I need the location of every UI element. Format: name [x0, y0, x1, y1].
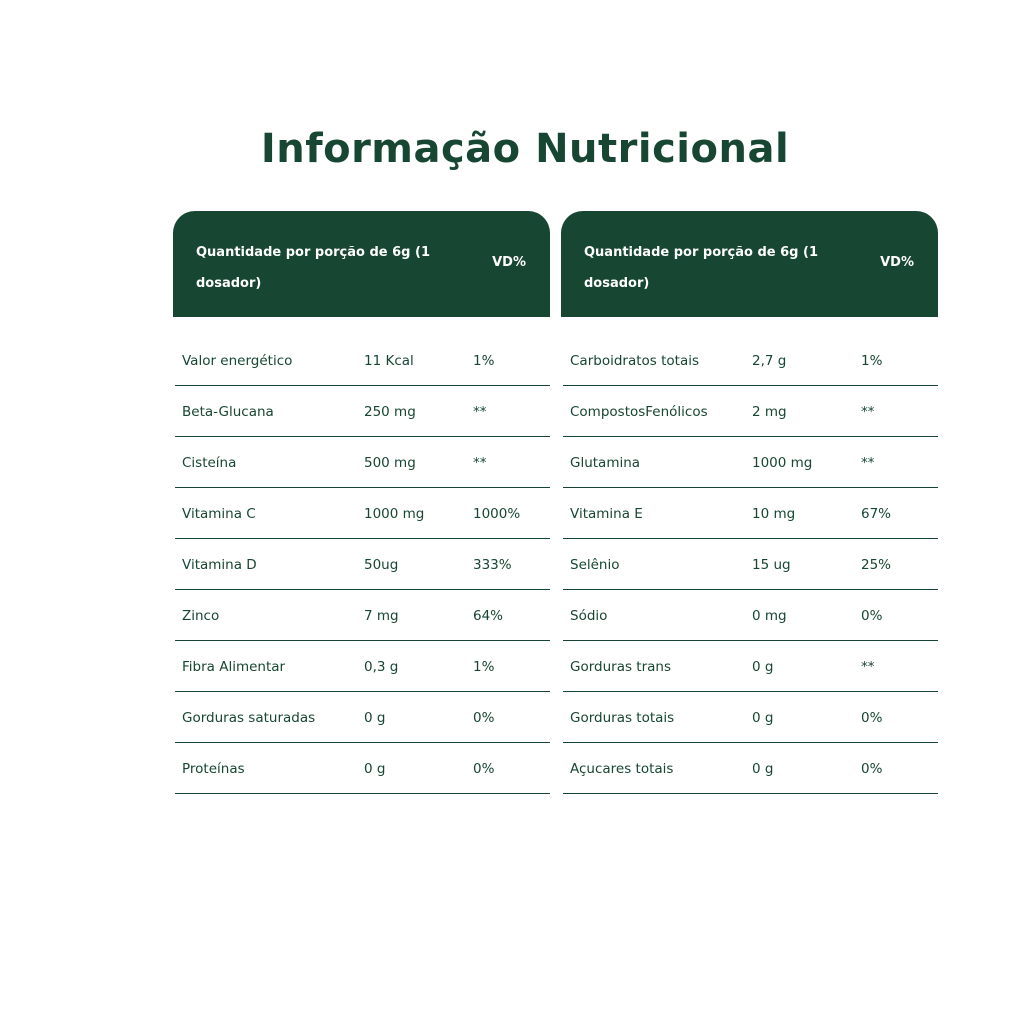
- daily-value: **: [861, 404, 875, 420]
- table-row: Gorduras saturadas 0 g 0%: [175, 692, 550, 743]
- nutrient: Valor energético: [182, 353, 293, 369]
- table-body: Valor energético 11 Kcal 1% Beta-Glucana 250…: [173, 335, 550, 794]
- amount: 500 mg: [364, 455, 416, 471]
- daily-value: 67%: [861, 506, 892, 522]
- amount: 11 Kcal: [364, 353, 414, 369]
- nutrition-table: Quantidade por porção de 6g (1 dosador) V…: [561, 211, 938, 794]
- daily-value: **: [473, 404, 487, 420]
- table-row: Cisteína 500 mg **: [175, 437, 550, 488]
- table-row: CompostosFenólicos 2 mg **: [563, 386, 938, 437]
- nutrient: Sódio: [570, 608, 608, 624]
- amount: 250 mg: [364, 404, 416, 420]
- daily-value: 25%: [861, 557, 892, 573]
- table-row: Gorduras totais 0 g 0%: [563, 692, 938, 743]
- daily-value: 64%: [473, 608, 504, 624]
- daily-value: 1000%: [473, 506, 521, 522]
- daily-value: 0%: [473, 761, 495, 777]
- nutrient: Selênio: [570, 557, 620, 573]
- nutrient: Vitamina D: [182, 557, 257, 573]
- nutrient: Carboidratos totais: [570, 353, 700, 369]
- amount: 0 g: [752, 761, 774, 777]
- daily-value: 1%: [473, 659, 495, 675]
- nutrient: CompostosFenólicos: [570, 404, 708, 420]
- header-label: Quantidade por porção de 6g (1 dosador): [196, 245, 430, 291]
- amount: 1000 mg: [364, 506, 425, 522]
- daily-value: **: [861, 455, 875, 471]
- daily-value: 333%: [473, 557, 512, 573]
- table-row: Glutamina 1000 mg **: [563, 437, 938, 488]
- amount: 50ug: [364, 557, 399, 573]
- daily-value: **: [473, 455, 487, 471]
- daily-value: 0%: [861, 710, 883, 726]
- amount: 10 mg: [752, 506, 796, 522]
- nutrient: Gorduras trans: [570, 659, 672, 675]
- table-row: Vitamina C 1000 mg 1000%: [175, 488, 550, 539]
- table-header: Quantidade por porção de 6g (1 dosador) V…: [173, 211, 550, 317]
- nutrient: Proteínas: [182, 761, 245, 777]
- table-row: Zinco 7 mg 64%: [175, 590, 550, 641]
- nutrient: Fibra Alimentar: [182, 659, 286, 675]
- nutrition-table: Quantidade por porção de 6g (1 dosador) V…: [173, 211, 550, 794]
- nutrient: Glutamina: [570, 455, 641, 471]
- amount: 0,3 g: [364, 659, 399, 675]
- table-row: Sódio 0 mg 0%: [563, 590, 938, 641]
- daily-value: 1%: [861, 353, 883, 369]
- nutrient: Açucares totais: [570, 761, 674, 777]
- nutrient: Beta-Glucana: [182, 404, 274, 420]
- amount: 0 mg: [752, 608, 787, 624]
- daily-value: 0%: [861, 608, 883, 624]
- table-row: Carboidratos totais 2,7 g 1%: [563, 335, 938, 386]
- amount: 2,7 g: [752, 353, 787, 369]
- daily-value: 0%: [861, 761, 883, 777]
- title: Informação Nutricional: [260, 126, 790, 172]
- table-row: Proteínas 0 g 0%: [175, 743, 550, 794]
- daily-value: 0%: [473, 710, 495, 726]
- nutrient: Cisteína: [182, 455, 237, 471]
- nutrient: Vitamina C: [182, 506, 256, 522]
- amount: 0 g: [364, 761, 386, 777]
- amount: 0 g: [364, 710, 386, 726]
- table-row: Vitamina E 10 mg 67%: [563, 488, 938, 539]
- amount: 15 ug: [752, 557, 791, 573]
- nutrient: Gorduras saturadas: [182, 710, 316, 726]
- nutrient: Zinco: [182, 608, 220, 624]
- nutrient: Vitamina E: [570, 506, 643, 522]
- table-row: Selênio 15 ug 25%: [563, 539, 938, 590]
- table-row: Fibra Alimentar 0,3 g 1%: [175, 641, 550, 692]
- table-header: Quantidade por porção de 6g (1 dosador) V…: [561, 211, 938, 317]
- daily-value: **: [861, 659, 875, 675]
- table-row: Valor energético 11 Kcal 1%: [175, 335, 550, 386]
- nutrient: Gorduras totais: [570, 710, 675, 726]
- amount: 1000 mg: [752, 455, 813, 471]
- header-vd: VD%: [492, 255, 526, 270]
- amount: 0 g: [752, 710, 774, 726]
- daily-value: 1%: [473, 353, 495, 369]
- table-body: Carboidratos totais 2,7 g 1% CompostosFenól…: [561, 335, 938, 794]
- amount: 0 g: [752, 659, 774, 675]
- table-row: Açucares totais 0 g 0%: [563, 743, 938, 794]
- amount: 2 mg: [752, 404, 787, 420]
- amount: 7 mg: [364, 608, 399, 624]
- header-label: Quantidade por porção de 6g (1 dosador): [584, 245, 818, 291]
- table-row: Beta-Glucana 250 mg **: [175, 386, 550, 437]
- table-row: Gorduras trans 0 g **: [563, 641, 938, 692]
- table-row: Vitamina D 50ug 333%: [175, 539, 550, 590]
- header-vd: VD%: [880, 255, 914, 270]
